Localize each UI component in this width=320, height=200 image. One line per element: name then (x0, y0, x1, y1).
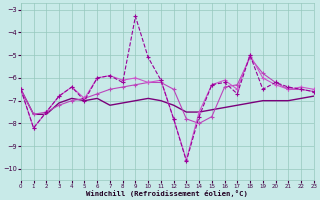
X-axis label: Windchill (Refroidissement éolien,°C): Windchill (Refroidissement éolien,°C) (86, 190, 248, 197)
